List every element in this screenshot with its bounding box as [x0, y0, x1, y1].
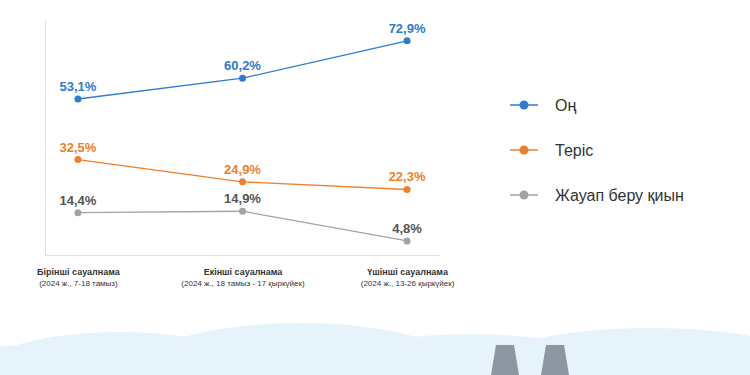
legend-swatch-marker — [520, 191, 529, 200]
series-marker — [239, 178, 246, 185]
x-tick-label: Бірінші сауалнама(2024 ж., 7-18 тамыз) — [37, 267, 121, 288]
plot-area — [74, 37, 410, 244]
series-marker — [404, 37, 411, 44]
data-label: 72,9% — [389, 21, 426, 36]
legend-swatch-marker — [520, 146, 529, 155]
series-marker — [74, 96, 81, 103]
legend-label: Оң — [555, 97, 576, 114]
y-axis-line — [45, 21, 46, 256]
series-marker — [239, 75, 246, 82]
series-line — [78, 41, 407, 99]
series-marker — [404, 186, 411, 193]
series-line — [78, 160, 407, 190]
series-marker — [74, 209, 81, 216]
tower — [541, 345, 569, 375]
y-axis — [45, 21, 46, 256]
data-label: 32,5% — [59, 140, 96, 155]
data-label: 24,9% — [224, 162, 261, 177]
series-marker — [239, 208, 246, 215]
series-line — [78, 211, 407, 241]
data-label: 4,8% — [392, 221, 422, 236]
background-decoration — [0, 323, 750, 375]
legend-label: Жауап беру қиын — [555, 187, 684, 204]
series-marker — [74, 156, 81, 163]
legend-label: Теріс — [555, 142, 593, 159]
cloud — [0, 345, 120, 375]
legend-item: Теріс — [510, 142, 593, 159]
legend: Оң Теріс Жауап беру қиын — [510, 97, 684, 204]
data-label: 14,9% — [224, 191, 261, 206]
legend-item: Оң — [510, 97, 576, 114]
series-marker — [404, 237, 411, 244]
x-tick-label: Екінші сауалнама(2024 ж., 18 тамыз - 17 … — [181, 267, 305, 288]
legend-swatch-marker — [520, 101, 529, 110]
data-label: 14,4% — [59, 193, 96, 208]
data-label: 22,3% — [389, 169, 426, 184]
legend-item: Жауап беру қиын — [510, 187, 684, 204]
data-labels: 53,1% 60,2% 72,9% 32,5% 24,9% 22,3% 14,4% 14,9%… — [59, 21, 425, 236]
cloud — [480, 328, 750, 375]
x-axis-line — [46, 255, 441, 256]
data-label: 53,1% — [59, 79, 96, 94]
x-tick: Бірінші сауалнама(2024 ж., 7-18 тамыз) — [37, 255, 121, 288]
x-tick-label: Үшінші сауалнама(2024 ж., 13-26 қыркүйек… — [361, 267, 455, 288]
x-tick: Үшінші сауалнама(2024 ж., 13-26 қыркүйек… — [361, 255, 455, 288]
chart: Бірінші сауалнама(2024 ж., 7-18 тамыз) Ек… — [0, 0, 750, 375]
x-tick: Екінші сауалнама(2024 ж., 18 тамыз - 17 … — [181, 255, 305, 288]
tower — [491, 345, 519, 375]
data-label: 60,2% — [224, 58, 261, 73]
x-axis: Бірінші сауалнама(2024 ж., 7-18 тамыз) Ек… — [37, 255, 455, 288]
